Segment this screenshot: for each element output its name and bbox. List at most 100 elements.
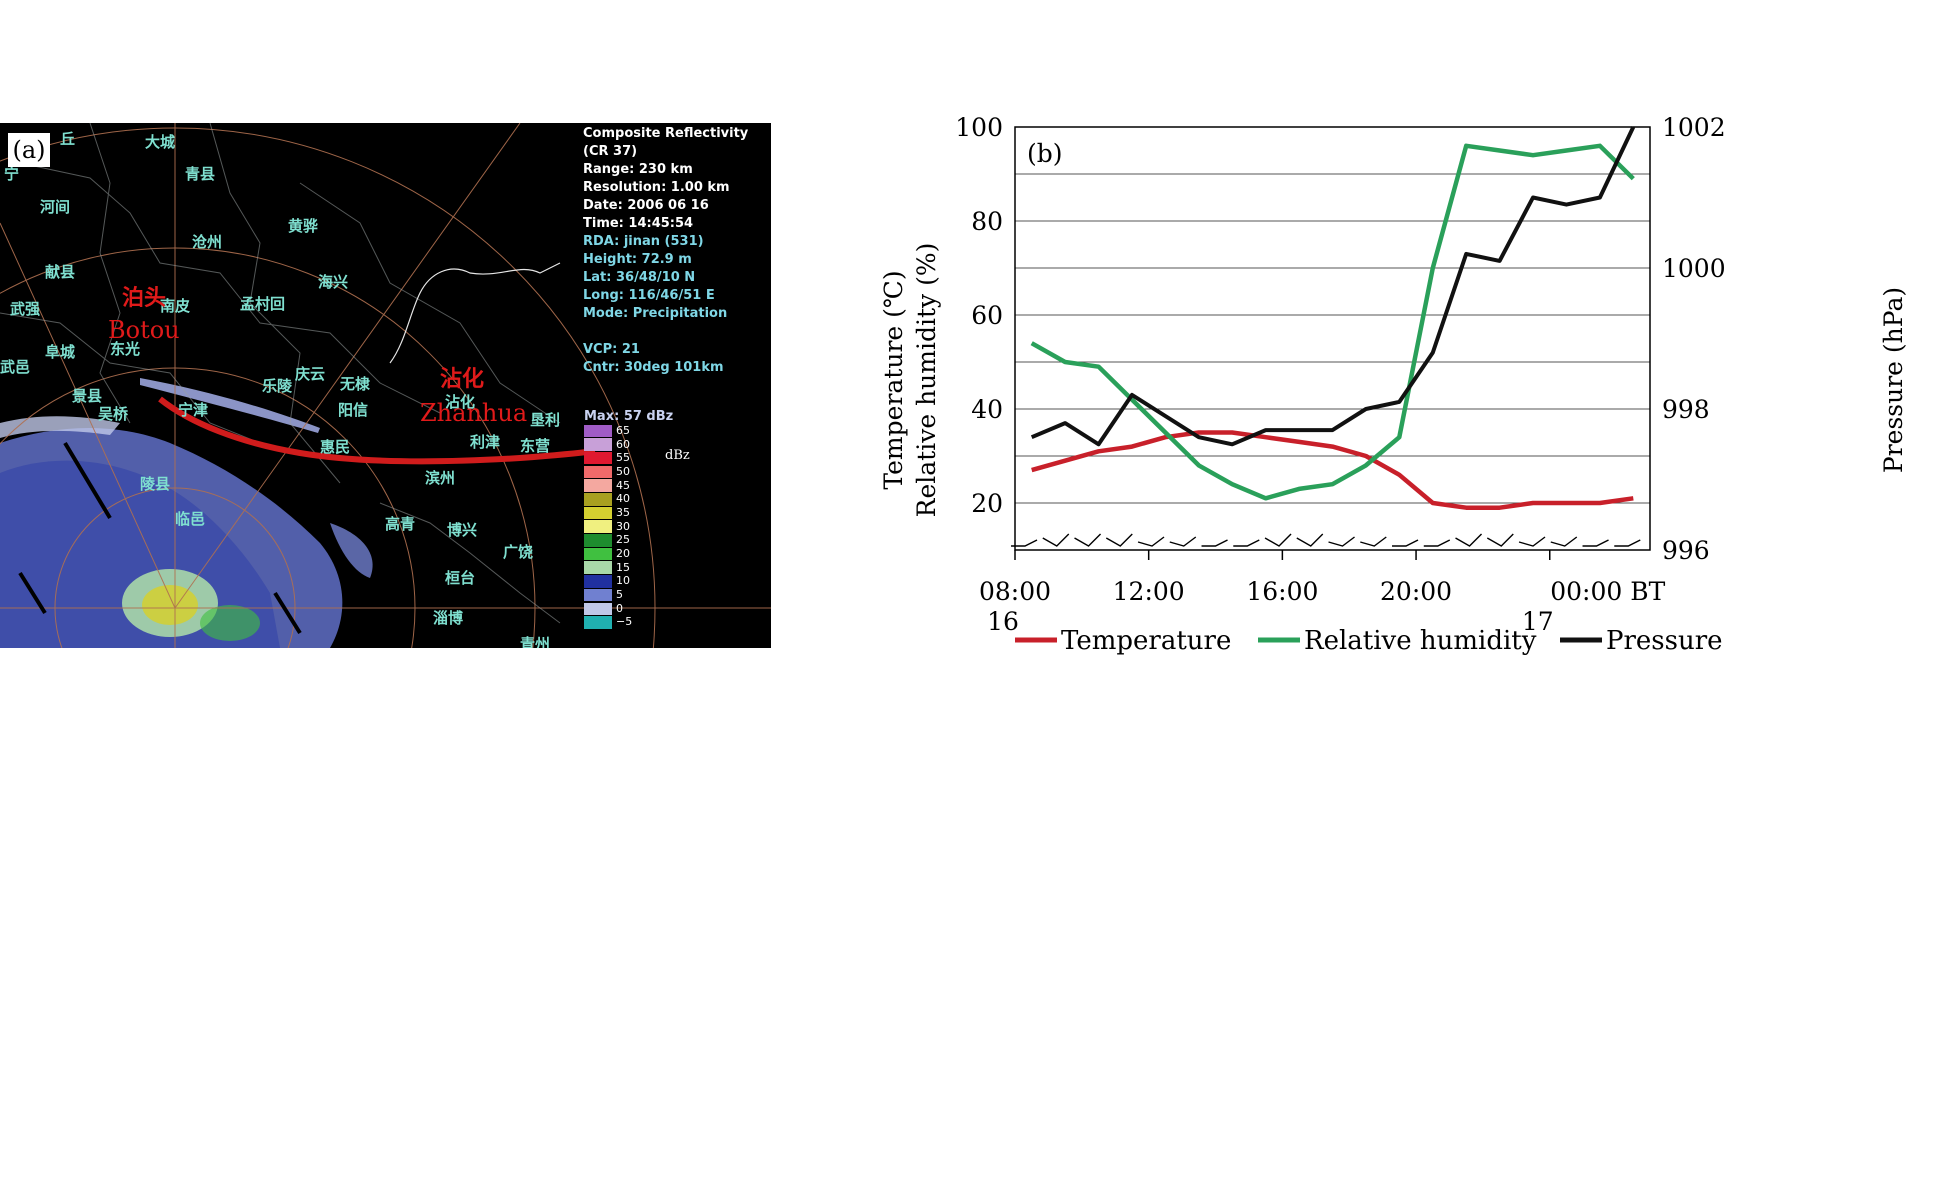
scale-row: 65 xyxy=(584,424,673,438)
right-tick-label: 996 xyxy=(1662,536,1710,565)
scale-value: 5 xyxy=(616,588,623,602)
wind-barb xyxy=(1518,536,1546,547)
scale-swatch xyxy=(584,424,612,438)
scale-swatch xyxy=(584,616,612,629)
city-label: 黄骅 xyxy=(288,217,319,235)
wind-barb xyxy=(1423,539,1451,547)
wind-barb xyxy=(1201,539,1228,547)
radar-info-line: VCP: 21 xyxy=(583,342,640,357)
radar-map xyxy=(0,123,771,648)
radar-info-line: Range: 230 km xyxy=(583,162,693,177)
scale-swatch xyxy=(584,479,612,492)
scale-swatch xyxy=(584,520,612,533)
city-label: 吴桥 xyxy=(98,405,129,423)
radar-info-line: Cntr: 30deg 101km xyxy=(583,360,724,375)
scale-row: 30 xyxy=(584,520,673,534)
city-label: 陵县 xyxy=(140,475,171,493)
scale-row: 10 xyxy=(584,575,673,589)
wind-barb xyxy=(1614,539,1641,547)
scale-row: 5 xyxy=(584,588,673,602)
city-label: 滨州 xyxy=(425,469,456,487)
left-tick-label: 60 xyxy=(971,301,1003,330)
scale-row: 40 xyxy=(584,492,673,506)
legend-label: Temperature xyxy=(1061,626,1231,656)
scale-value: −5 xyxy=(616,615,633,629)
coastline xyxy=(389,262,561,364)
scale-row: 50 xyxy=(584,465,673,479)
scale-value: 40 xyxy=(616,492,630,506)
botou-label-en: Botou xyxy=(108,316,180,344)
scale-value: 35 xyxy=(616,505,630,519)
right-axis-label-pressure: Pressure (hPa) xyxy=(1879,287,1908,473)
wind-barb xyxy=(1042,533,1070,547)
wind-barb xyxy=(1137,536,1165,547)
scale-value: 10 xyxy=(616,574,630,588)
wind-barb xyxy=(1550,536,1578,547)
scale-row: 25 xyxy=(584,534,673,548)
wind-barb xyxy=(1328,536,1355,547)
wind-barb xyxy=(1360,536,1387,547)
scale-value: 15 xyxy=(616,560,630,574)
left-tick-label: 40 xyxy=(971,395,1003,424)
wind-barb xyxy=(1169,536,1197,547)
city-label: 广饶 xyxy=(503,543,534,561)
scale-value: 65 xyxy=(616,423,630,437)
scale-header: Max: 57 dBz xyxy=(584,409,674,424)
scale-value: 45 xyxy=(616,478,630,492)
scale-swatch xyxy=(584,547,612,561)
city-label: 沾化 xyxy=(445,393,476,411)
city-label: 淄博 xyxy=(433,609,464,627)
city-label: 东光 xyxy=(110,340,141,358)
x-tick-label: 20:00 xyxy=(1380,577,1452,606)
city-label: 乐陵 xyxy=(262,377,293,395)
radar-info-line: Time: 14:45:54 xyxy=(583,216,694,231)
city-label: 沧州 xyxy=(192,233,223,251)
series-line xyxy=(1031,430,1634,510)
wind-barb xyxy=(1455,533,1483,547)
wind-barb xyxy=(1011,539,1038,547)
radar-info-line: Date: 2006 06 16 xyxy=(583,198,709,213)
right-tick-label: 1000 xyxy=(1662,254,1726,283)
city-label: 大城 xyxy=(145,133,176,151)
reflectivity-scale: Max: 57 dBz 65 60 55 50 45 40 35 30 25 20 15 10 5 0 −5 xyxy=(584,409,673,629)
radar-info-line: Resolution: 1.00 km xyxy=(583,180,730,195)
city-label: 献县 xyxy=(45,263,76,281)
plot-frame xyxy=(1014,126,1651,551)
x-tick-date: 17 xyxy=(1522,607,1554,636)
wind-barbs xyxy=(1011,533,1641,547)
scale-swatch xyxy=(584,451,612,465)
panel-label-a: (a) xyxy=(8,133,50,167)
city-label: 庆云 xyxy=(295,365,326,383)
left-tick-label: 100 xyxy=(955,113,1003,142)
scale-row: −5 xyxy=(584,616,673,630)
city-label: 丘 xyxy=(60,130,76,148)
scale-swatch xyxy=(584,575,612,588)
city-label: 临邑 xyxy=(175,510,206,528)
scale-row: 35 xyxy=(584,506,673,520)
city-label: 阜城 xyxy=(45,343,76,361)
city-label: 高青 xyxy=(385,515,416,533)
scale-swatch xyxy=(584,534,612,547)
radar-info-line: Composite Reflectivity xyxy=(583,126,749,141)
city-label: 南皮 xyxy=(160,297,191,315)
wind-barb xyxy=(1233,539,1260,547)
boundary-line xyxy=(158,396,596,465)
scale-row: 20 xyxy=(584,547,673,561)
city-label: 武强 xyxy=(10,300,41,318)
city-label: 景县 xyxy=(72,387,103,405)
city-label: 青州 xyxy=(520,635,551,648)
scale-swatch xyxy=(584,438,612,451)
x-tick-date: 16 xyxy=(987,607,1019,636)
city-label: 孟村回 xyxy=(240,295,286,313)
scale-value: 55 xyxy=(616,451,630,465)
series-layer xyxy=(1030,126,1636,510)
city-label: 东营 xyxy=(520,437,551,455)
wind-barb xyxy=(1296,533,1324,547)
city-label: 武邑 xyxy=(0,358,31,376)
radar-info-line: Mode: Precipitation xyxy=(583,306,728,321)
radar-info-line: Long: 116/46/51 E xyxy=(583,288,715,303)
wind-barb xyxy=(1486,533,1514,547)
scale-row: 55 xyxy=(584,451,673,465)
radar-info-line: Lat: 36/48/10 N xyxy=(583,270,696,285)
